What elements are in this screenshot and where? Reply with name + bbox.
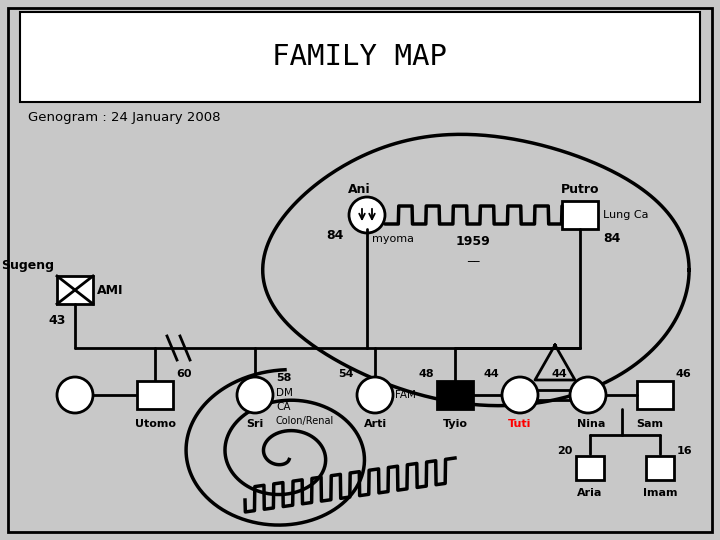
Circle shape [57,377,93,413]
Text: FAMILY MAP: FAMILY MAP [272,43,448,71]
Text: 46: 46 [676,369,692,379]
Text: Ani: Ani [348,183,370,196]
Text: Nina: Nina [577,419,606,429]
Text: __: __ [467,249,480,262]
Bar [57,276,93,304]
Circle shape [570,377,606,413]
Text: AMI: AMI [97,284,124,296]
Text: Genogram : 24 January 2008: Genogram : 24 January 2008 [28,111,220,125]
Text: myoma: myoma [372,234,414,244]
Text: 43: 43 [48,314,66,327]
Text: Colon/Renal: Colon/Renal [276,416,334,426]
Circle shape [502,377,538,413]
Bar [576,456,604,480]
Text: Sugeng: Sugeng [1,259,54,272]
Text: DM: DM [276,388,293,398]
Text: CA: CA [276,402,290,412]
Text: 1959: 1959 [456,235,490,248]
Bar [137,381,173,409]
Text: Imam: Imam [643,488,678,498]
Circle shape [357,377,393,413]
Bar [562,201,598,229]
Text: Tuti: Tuti [508,419,531,429]
Text: Lung Ca: Lung Ca [603,210,649,220]
Circle shape [237,377,273,413]
Text: 44: 44 [483,369,499,379]
Bar [646,456,674,480]
Text: 48: 48 [418,369,434,379]
Text: 20: 20 [557,446,573,456]
Circle shape [349,197,385,233]
Text: Aria: Aria [577,488,603,498]
Text: 60: 60 [176,369,192,379]
FancyBboxPatch shape [20,12,700,102]
Text: 44: 44 [552,369,567,379]
Text: Sam: Sam [636,419,664,429]
Text: 16: 16 [677,446,693,456]
Bar [437,381,473,409]
Text: FAM: FAM [395,390,416,400]
Bar [637,381,673,409]
Text: 84: 84 [603,232,621,245]
Text: 54: 54 [338,369,354,379]
Text: Tyio: Tyio [443,419,467,429]
Text: 84: 84 [327,229,344,242]
Text: Putro: Putro [561,183,599,196]
Text: 58: 58 [276,373,292,383]
Text: Sri: Sri [246,419,264,429]
Text: Arti: Arti [364,419,387,429]
Text: Utomo: Utomo [135,419,176,429]
